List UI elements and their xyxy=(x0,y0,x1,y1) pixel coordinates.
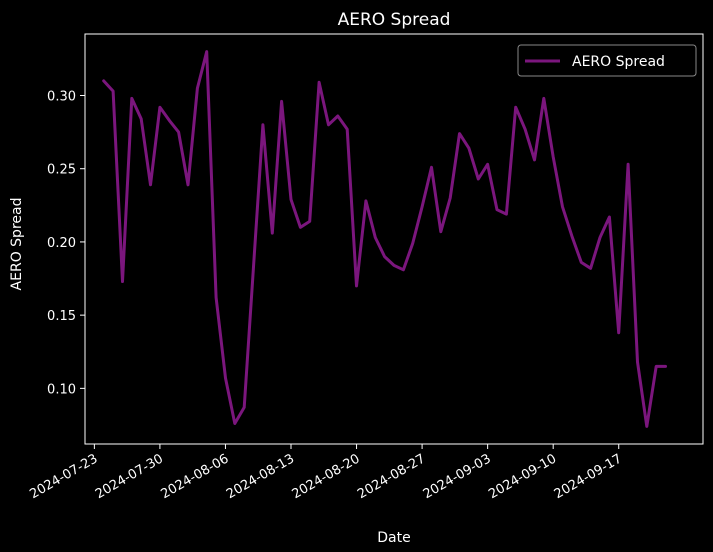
y-tick-label: 0.15 xyxy=(47,309,76,324)
y-tick-label: 0.10 xyxy=(47,382,76,397)
legend-box xyxy=(517,44,697,77)
y-tick-label: 0.20 xyxy=(47,236,76,251)
chart-title: AERO Spread xyxy=(338,10,451,30)
legend: AERO Spread xyxy=(517,44,697,77)
y-tick-label: 0.30 xyxy=(47,90,76,105)
plot-area: 0.100.150.200.250.30 2024-07-232024-07-3… xyxy=(27,33,704,502)
y-axis: 0.10 0.15 0.20 0.25 0.30 xyxy=(47,90,85,397)
y-axis-label: AERO Spread xyxy=(9,198,25,291)
y-tick-label: 0.25 xyxy=(47,163,76,178)
series-line-aero-spread xyxy=(102,50,667,428)
x-axis-label: Date xyxy=(377,530,410,546)
legend-label: AERO Spread xyxy=(572,54,665,70)
